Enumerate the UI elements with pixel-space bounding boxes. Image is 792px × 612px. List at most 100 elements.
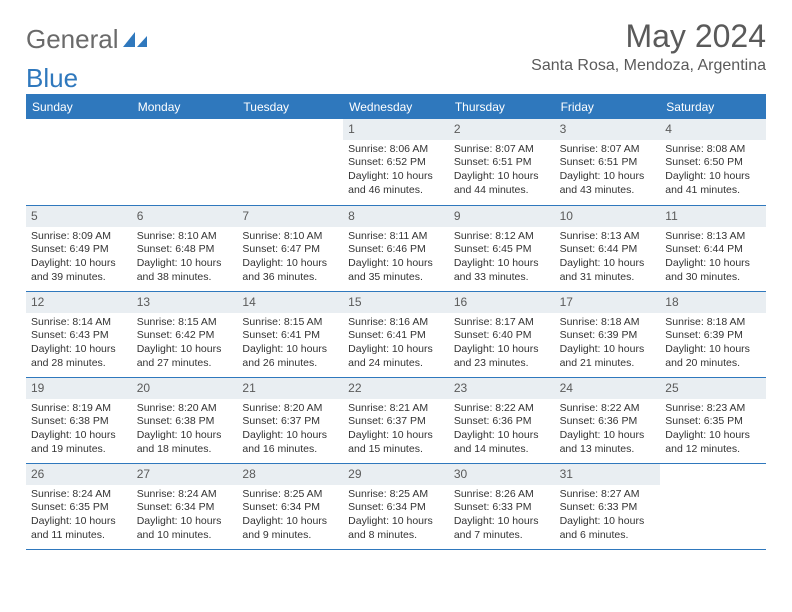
day-header: Friday (555, 95, 661, 119)
day-line: Sunrise: 8:11 AM (348, 230, 444, 244)
day-number: 22 (343, 378, 449, 399)
day-number: 12 (26, 292, 132, 313)
day-line: Daylight: 10 hours and 44 minutes. (454, 170, 550, 197)
day-line: Daylight: 10 hours and 7 minutes. (454, 515, 550, 542)
day-line: Sunrise: 8:08 AM (665, 143, 761, 157)
day-header: Saturday (660, 95, 766, 119)
day-text: Sunrise: 8:17 AMSunset: 6:40 PMDaylight:… (449, 315, 555, 374)
day-number: 25 (660, 378, 766, 399)
day-line: Daylight: 10 hours and 33 minutes. (454, 257, 550, 284)
calendar-cell: 15Sunrise: 8:16 AMSunset: 6:41 PMDayligh… (343, 291, 449, 377)
day-header: Sunday (26, 95, 132, 119)
day-number: 26 (26, 464, 132, 485)
day-number: 3 (555, 119, 661, 140)
day-line: Sunset: 6:41 PM (348, 329, 444, 343)
day-line: Daylight: 10 hours and 21 minutes. (560, 343, 656, 370)
calendar-cell: 19Sunrise: 8:19 AMSunset: 6:38 PMDayligh… (26, 377, 132, 463)
day-text: Sunrise: 8:10 AMSunset: 6:48 PMDaylight:… (132, 229, 238, 288)
day-line: Daylight: 10 hours and 13 minutes. (560, 429, 656, 456)
day-number: 21 (237, 378, 343, 399)
day-line: Sunrise: 8:13 AM (665, 230, 761, 244)
calendar-cell: 21Sunrise: 8:20 AMSunset: 6:37 PMDayligh… (237, 377, 343, 463)
day-text: Sunrise: 8:26 AMSunset: 6:33 PMDaylight:… (449, 487, 555, 546)
day-number: 11 (660, 206, 766, 227)
calendar-cell: 10Sunrise: 8:13 AMSunset: 6:44 PMDayligh… (555, 205, 661, 291)
day-line: Daylight: 10 hours and 36 minutes. (242, 257, 338, 284)
day-text: Sunrise: 8:24 AMSunset: 6:34 PMDaylight:… (132, 487, 238, 546)
day-text: Sunrise: 8:24 AMSunset: 6:35 PMDaylight:… (26, 487, 132, 546)
day-text: Sunrise: 8:22 AMSunset: 6:36 PMDaylight:… (555, 401, 661, 460)
day-line: Sunrise: 8:15 AM (242, 316, 338, 330)
day-line: Sunset: 6:44 PM (560, 243, 656, 257)
calendar: Sunday Monday Tuesday Wednesday Thursday… (26, 94, 766, 550)
day-line: Daylight: 10 hours and 28 minutes. (31, 343, 127, 370)
day-line: Sunset: 6:42 PM (137, 329, 233, 343)
day-line: Daylight: 10 hours and 8 minutes. (348, 515, 444, 542)
day-line: Sunset: 6:49 PM (31, 243, 127, 257)
day-line: Sunset: 6:33 PM (454, 501, 550, 515)
day-number: 30 (449, 464, 555, 485)
day-text: Sunrise: 8:07 AMSunset: 6:51 PMDaylight:… (449, 142, 555, 201)
day-text: Sunrise: 8:18 AMSunset: 6:39 PMDaylight:… (555, 315, 661, 374)
day-header: Thursday (449, 95, 555, 119)
calendar-cell (660, 463, 766, 549)
calendar-cell: 17Sunrise: 8:18 AMSunset: 6:39 PMDayligh… (555, 291, 661, 377)
day-line: Sunset: 6:43 PM (31, 329, 127, 343)
day-line: Sunset: 6:46 PM (348, 243, 444, 257)
day-number: 4 (660, 119, 766, 140)
calendar-cell (132, 119, 238, 205)
day-line: Sunrise: 8:06 AM (348, 143, 444, 157)
day-line: Sunrise: 8:07 AM (560, 143, 656, 157)
calendar-cell: 5Sunrise: 8:09 AMSunset: 6:49 PMDaylight… (26, 205, 132, 291)
day-header: Wednesday (343, 95, 449, 119)
day-text: Sunrise: 8:16 AMSunset: 6:41 PMDaylight:… (343, 315, 449, 374)
day-line: Sunrise: 8:26 AM (454, 488, 550, 502)
day-line: Sunset: 6:41 PM (242, 329, 338, 343)
day-line: Sunrise: 8:17 AM (454, 316, 550, 330)
day-line: Sunset: 6:38 PM (137, 415, 233, 429)
day-line: Sunset: 6:37 PM (242, 415, 338, 429)
day-line: Daylight: 10 hours and 15 minutes. (348, 429, 444, 456)
day-number: 28 (237, 464, 343, 485)
day-number: 14 (237, 292, 343, 313)
calendar-cell: 29Sunrise: 8:25 AMSunset: 6:34 PMDayligh… (343, 463, 449, 549)
day-number: 29 (343, 464, 449, 485)
day-text: Sunrise: 8:19 AMSunset: 6:38 PMDaylight:… (26, 401, 132, 460)
day-line: Daylight: 10 hours and 10 minutes. (137, 515, 233, 542)
day-number: 20 (132, 378, 238, 399)
calendar-header-row: Sunday Monday Tuesday Wednesday Thursday… (26, 95, 766, 119)
day-text: Sunrise: 8:07 AMSunset: 6:51 PMDaylight:… (555, 142, 661, 201)
day-line: Sunrise: 8:20 AM (242, 402, 338, 416)
day-line: Daylight: 10 hours and 11 minutes. (31, 515, 127, 542)
day-line: Daylight: 10 hours and 9 minutes. (242, 515, 338, 542)
day-number: 5 (26, 206, 132, 227)
day-line: Sunset: 6:36 PM (454, 415, 550, 429)
calendar-cell: 12Sunrise: 8:14 AMSunset: 6:43 PMDayligh… (26, 291, 132, 377)
day-line: Daylight: 10 hours and 27 minutes. (137, 343, 233, 370)
day-line: Sunrise: 8:16 AM (348, 316, 444, 330)
day-number: 31 (555, 464, 661, 485)
calendar-cell: 25Sunrise: 8:23 AMSunset: 6:35 PMDayligh… (660, 377, 766, 463)
day-line: Daylight: 10 hours and 18 minutes. (137, 429, 233, 456)
calendar-cell (26, 119, 132, 205)
day-line: Sunset: 6:35 PM (31, 501, 127, 515)
day-text: Sunrise: 8:20 AMSunset: 6:37 PMDaylight:… (237, 401, 343, 460)
day-number: 10 (555, 206, 661, 227)
day-line: Daylight: 10 hours and 46 minutes. (348, 170, 444, 197)
calendar-cell: 2Sunrise: 8:07 AMSunset: 6:51 PMDaylight… (449, 119, 555, 205)
month-title: May 2024 (531, 18, 766, 55)
calendar-cell: 18Sunrise: 8:18 AMSunset: 6:39 PMDayligh… (660, 291, 766, 377)
day-line: Sunrise: 8:24 AM (31, 488, 127, 502)
day-line: Sunset: 6:34 PM (242, 501, 338, 515)
day-number: 27 (132, 464, 238, 485)
day-line: Daylight: 10 hours and 31 minutes. (560, 257, 656, 284)
day-line: Daylight: 10 hours and 14 minutes. (454, 429, 550, 456)
day-line: Sunrise: 8:12 AM (454, 230, 550, 244)
day-number: 15 (343, 292, 449, 313)
day-line: Sunrise: 8:23 AM (665, 402, 761, 416)
day-line: Sunset: 6:44 PM (665, 243, 761, 257)
calendar-cell: 7Sunrise: 8:10 AMSunset: 6:47 PMDaylight… (237, 205, 343, 291)
day-line: Sunset: 6:35 PM (665, 415, 761, 429)
day-line: Sunrise: 8:20 AM (137, 402, 233, 416)
day-text: Sunrise: 8:15 AMSunset: 6:42 PMDaylight:… (132, 315, 238, 374)
